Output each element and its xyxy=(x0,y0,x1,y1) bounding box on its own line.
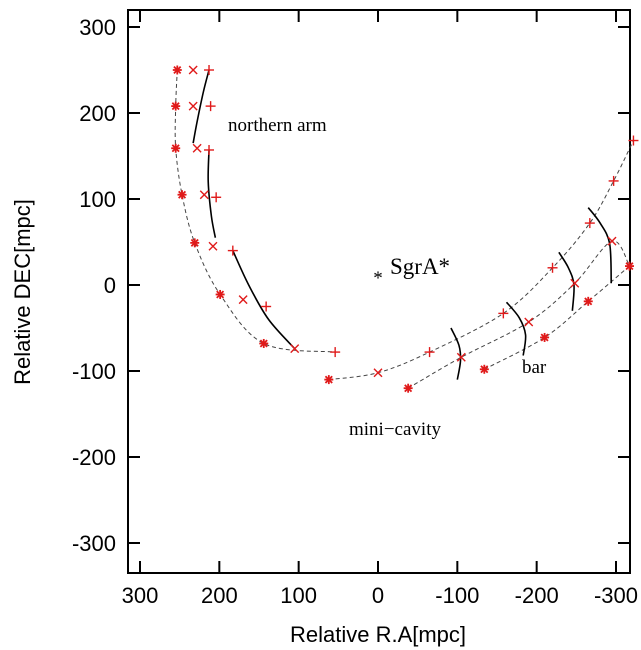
cross-marker-stroke xyxy=(524,317,534,327)
plus-marker xyxy=(547,262,558,273)
solid-arcs xyxy=(192,69,613,380)
inner-dashed-curve xyxy=(328,140,634,381)
solid-arc xyxy=(505,301,527,356)
x-tick-label: 0 xyxy=(372,583,384,608)
cross-marker xyxy=(456,352,466,362)
star-marker-stroke xyxy=(173,65,182,75)
star-marker-stroke xyxy=(216,290,225,299)
y-tick-label: 200 xyxy=(79,101,116,126)
cross-marker xyxy=(208,241,218,251)
plus-marker xyxy=(628,135,639,146)
cross-marker-stroke xyxy=(570,278,580,288)
y-tick-label: 100 xyxy=(79,187,116,212)
plus-marker xyxy=(227,245,238,256)
cross-marker xyxy=(199,190,209,200)
annotation-northern-arm: northern arm xyxy=(228,115,327,136)
star-marker-stroke xyxy=(259,339,268,348)
annotation-sgra: SgrA* xyxy=(390,254,450,279)
star-marker-stroke xyxy=(625,262,634,271)
star-marker xyxy=(403,383,413,393)
axis-ticks: 300 300 200 200 100 100 0 0 -100 -100 -200 -200 -300… xyxy=(72,10,638,608)
star-marker xyxy=(215,289,225,299)
plus-marker xyxy=(584,218,595,229)
star-marker-stroke xyxy=(190,238,199,247)
solid-arc xyxy=(558,251,575,311)
annotation-bar: bar xyxy=(522,357,547,378)
y-tick-label: -300 xyxy=(72,531,116,556)
x-tick-label: -300 xyxy=(594,583,638,608)
star-marker xyxy=(171,101,181,111)
star-marker xyxy=(190,238,200,248)
plus-marker xyxy=(330,347,341,358)
star-marker xyxy=(583,296,593,306)
star-marker-stroke xyxy=(324,375,333,384)
star-marker-stroke xyxy=(171,102,180,111)
cross-marker-stroke xyxy=(192,143,202,153)
sgra-star-marker: * xyxy=(373,268,383,289)
x-tick-label: -200 xyxy=(515,583,559,608)
cross-marker-stroke xyxy=(188,101,198,111)
cross-marker xyxy=(524,317,534,327)
star-marker-stroke xyxy=(480,365,489,374)
y-tick-label: -100 xyxy=(72,359,116,384)
star-marker xyxy=(540,332,550,342)
star-marker-stroke xyxy=(540,333,549,342)
plus-marker xyxy=(261,301,272,312)
cross-marker xyxy=(290,344,300,354)
x-tick-label: 200 xyxy=(201,583,238,608)
cross-marker xyxy=(238,295,248,305)
solid-arc xyxy=(587,207,613,284)
x-axis-title: Relative R.A[mpc] xyxy=(290,622,466,647)
y-axis-title: Relative DEC[mpc] xyxy=(10,199,35,385)
star-marker-stroke xyxy=(404,384,413,393)
plus-marker xyxy=(204,144,215,155)
star-marker xyxy=(171,143,181,153)
y-tick-label: -200 xyxy=(72,445,116,470)
cross-marker xyxy=(373,368,383,378)
cross-marker-stroke xyxy=(373,368,383,378)
plus-marker xyxy=(608,175,619,186)
x-tick-label: -100 xyxy=(435,583,479,608)
cross-marker-stroke xyxy=(208,241,218,251)
star-marker xyxy=(624,261,634,271)
star-marker xyxy=(172,65,182,75)
plus-marker xyxy=(204,65,215,75)
cross-marker xyxy=(192,143,202,153)
star-marker-stroke xyxy=(171,144,180,153)
cross-marker-stroke xyxy=(456,352,466,362)
x-tick-label: 300 xyxy=(122,583,159,608)
cross-marker-stroke xyxy=(290,344,300,354)
cross-marker-stroke xyxy=(238,295,248,305)
solid-arc xyxy=(207,149,217,238)
cross-marker xyxy=(188,65,198,75)
x-tick-label: 100 xyxy=(280,583,317,608)
y-tick-label: 0 xyxy=(104,273,116,298)
y-tick-label: 300 xyxy=(79,15,116,40)
outer-dashed-curve-2 xyxy=(484,265,630,370)
annotation-mini-cavity: mini−cavity xyxy=(349,419,441,440)
northern-arm-curve xyxy=(174,69,336,353)
cross-marker xyxy=(188,101,198,111)
star-marker xyxy=(177,190,187,200)
cross-marker-stroke xyxy=(188,65,198,75)
star-marker-stroke xyxy=(584,297,593,306)
plus-marker xyxy=(205,101,216,112)
cross-marker xyxy=(570,278,580,288)
solid-arc xyxy=(450,327,462,380)
star-marker xyxy=(259,338,269,348)
outer-dashed-curve xyxy=(407,240,630,389)
star-marker-stroke xyxy=(178,190,187,199)
star-marker xyxy=(479,364,489,374)
star-marker xyxy=(324,375,334,385)
solid-arc xyxy=(232,250,296,350)
cross-marker-stroke xyxy=(199,190,209,200)
solid-arc xyxy=(192,69,210,144)
markers xyxy=(171,65,639,393)
cross-marker xyxy=(607,236,617,246)
plus-marker xyxy=(211,192,222,203)
cross-marker-stroke xyxy=(607,236,617,246)
plus-marker xyxy=(424,347,435,358)
plus-marker xyxy=(498,308,509,319)
